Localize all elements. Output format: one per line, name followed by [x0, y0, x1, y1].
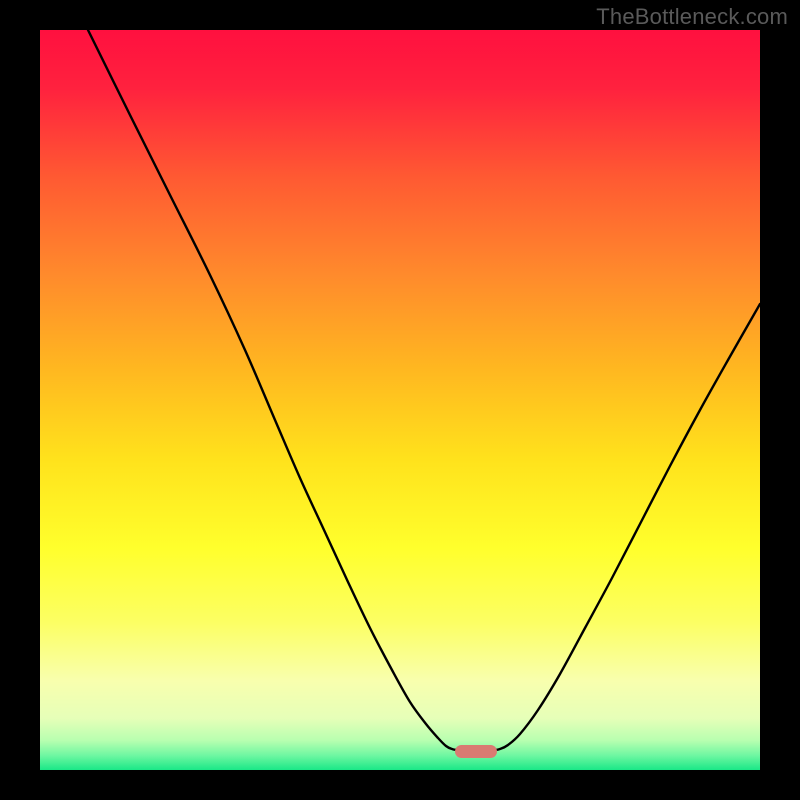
watermark-text: TheBottleneck.com	[596, 4, 788, 30]
plot-area	[40, 30, 760, 770]
bottleneck-chart	[0, 0, 800, 800]
chart-container: TheBottleneck.com	[0, 0, 800, 800]
optimum-marker	[455, 745, 497, 758]
